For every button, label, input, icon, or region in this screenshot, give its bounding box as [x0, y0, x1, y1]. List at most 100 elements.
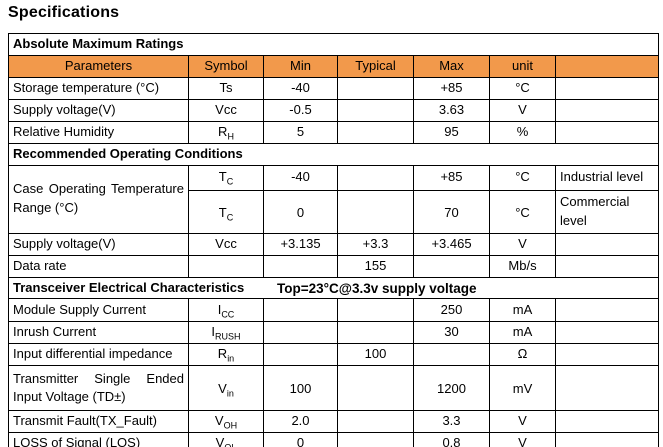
table-row: Module Supply Current ICC 250 mA — [8, 298, 660, 323]
max-cell: 3.63 — [413, 98, 490, 122]
symbol-cell: Vin — [188, 365, 264, 412]
note-cell — [554, 365, 660, 412]
symbol-cell — [188, 254, 264, 278]
unit-cell: V — [489, 98, 556, 122]
column-header-symbol: Symbol — [188, 54, 264, 78]
min-cell — [263, 343, 338, 367]
column-header-min: Min — [263, 54, 338, 78]
unit-cell: °C — [489, 76, 556, 100]
typical-cell: 100 — [337, 343, 414, 367]
table-row: Input differential impedance Rin 100 Ω — [8, 343, 660, 367]
symbol-cell: Ts — [188, 76, 264, 100]
typical-cell — [337, 98, 414, 122]
symbol-cell: ICC — [188, 298, 264, 323]
unit-cell: °C — [489, 164, 556, 191]
unit-cell: Ω — [489, 343, 556, 367]
max-cell — [413, 254, 490, 278]
typical-cell — [337, 432, 414, 447]
note-cell — [554, 120, 660, 144]
unit-cell: mA — [489, 298, 556, 323]
unit-cell: °C — [489, 189, 556, 234]
table-row: Supply voltage(V) Vcc +3.135 +3.3 +3.465… — [8, 232, 660, 256]
typical-cell — [337, 298, 414, 323]
symbol-cell: Rin — [188, 343, 264, 367]
typical-cell — [337, 164, 414, 191]
column-header-parameters: Parameters — [8, 54, 189, 78]
min-cell — [263, 321, 338, 345]
param-cell: LOSS of Signal (LOS) — [8, 432, 189, 447]
unit-cell: % — [489, 120, 556, 144]
param-cell: Transmitter Single Ended Input Voltage (… — [8, 365, 189, 412]
param-cell: Data rate — [8, 254, 189, 278]
column-header-row: Parameters Symbol Min Typical Max unit — [8, 54, 660, 78]
table-row: Transmitter Single Ended Input Voltage (… — [8, 365, 660, 412]
min-cell: 5 — [263, 120, 338, 144]
max-cell: 1200 — [413, 365, 490, 412]
section-row-recommended-operating-conditions: Recommended Operating Conditions — [7, 142, 660, 166]
section-title: Absolute Maximum Ratings — [7, 33, 660, 56]
min-cell: 2.0 — [263, 410, 338, 434]
column-header-max: Max — [413, 54, 490, 78]
note-cell — [554, 76, 660, 100]
note-cell — [554, 232, 660, 256]
specifications-table: Absolute Maximum Ratings Parameters Symb… — [7, 33, 660, 447]
max-cell: 95 — [413, 120, 490, 144]
min-cell — [263, 254, 338, 278]
typical-cell — [337, 120, 414, 144]
min-cell — [263, 298, 338, 323]
param-cell: Relative Humidity — [8, 120, 189, 144]
column-header-note — [554, 54, 660, 78]
typical-cell: +3.3 — [337, 232, 414, 256]
min-cell: 0 — [263, 189, 338, 234]
page-title: Specifications — [8, 4, 120, 21]
unit-cell: V — [489, 410, 556, 434]
symbol-cell: TC — [188, 164, 264, 191]
table-row: TC 0 70 °C Commercial level — [9, 189, 660, 234]
param-cell: Input differential impedance — [8, 343, 189, 367]
symbol-cell: TC — [188, 189, 264, 234]
param-cell: Storage temperature (°C) — [8, 76, 189, 100]
note-cell — [554, 321, 660, 345]
max-cell — [413, 343, 490, 367]
column-header-unit: unit — [489, 54, 556, 78]
section-subtitle: Top=23°C@3.3v supply voltage — [277, 280, 477, 296]
table-row: Transmit Fault(TX_Fault) VOH 2.0 3.3 V — [8, 410, 660, 434]
symbol-cell: VOL — [188, 432, 264, 447]
min-cell: +3.135 — [263, 232, 338, 256]
section-row-transceiver-electrical-characteristics: Transceiver Electrical Characteristics T… — [7, 276, 660, 300]
unit-cell: V — [489, 432, 556, 447]
note-cell — [554, 410, 660, 434]
max-cell: +85 — [413, 76, 490, 100]
symbol-cell: Vcc — [188, 232, 264, 256]
max-cell: 70 — [413, 189, 490, 234]
max-cell: +3.465 — [413, 232, 490, 256]
min-cell: -40 — [263, 76, 338, 100]
typical-cell — [337, 76, 414, 100]
param-cell: Supply voltage(V) — [8, 232, 189, 256]
note-cell — [554, 98, 660, 122]
param-cell: Transmit Fault(TX_Fault) — [8, 410, 189, 434]
symbol-cell: VOH — [188, 410, 264, 434]
min-cell: 0 — [263, 432, 338, 447]
table-row: Supply voltage(V) Vcc -0.5 3.63 V — [8, 98, 660, 122]
max-cell: 250 — [413, 298, 490, 323]
typical-cell — [337, 189, 414, 234]
section-title: Transceiver Electrical Characteristics T… — [7, 276, 660, 300]
typical-cell: 155 — [337, 254, 414, 278]
table-row: Case Operating Temperature Range (°C) TC… — [8, 164, 660, 234]
typical-cell — [337, 321, 414, 345]
symbol-cell: Vcc — [188, 98, 264, 122]
min-cell: -40 — [263, 164, 338, 191]
note-cell — [554, 298, 660, 323]
unit-cell: V — [489, 232, 556, 256]
max-cell: 3.3 — [413, 410, 490, 434]
symbol-cell: RH — [188, 120, 264, 144]
param-cell: Case Operating Temperature Range (°C) — [8, 164, 189, 234]
note-cell — [554, 432, 660, 447]
section-row-absolute-maximum-ratings: Absolute Maximum Ratings — [7, 33, 660, 56]
param-cell: Supply voltage(V) — [8, 98, 189, 122]
table-row: LOSS of Signal (LOS) VOL 0 0.8 V — [8, 432, 660, 447]
min-cell: 100 — [263, 365, 338, 412]
min-cell: -0.5 — [263, 98, 338, 122]
